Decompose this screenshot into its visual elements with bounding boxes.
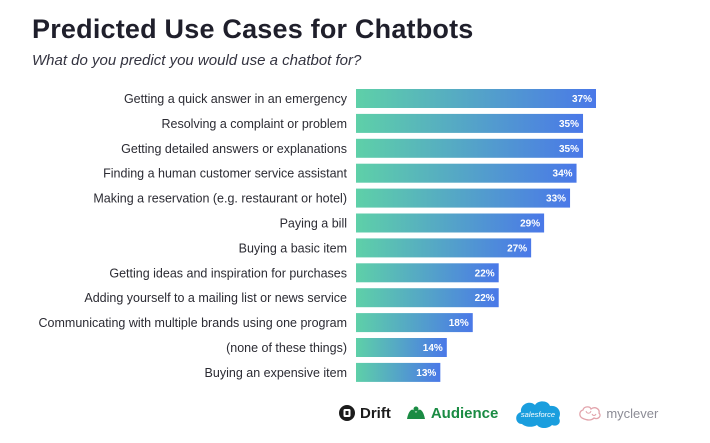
audience-icon bbox=[406, 406, 425, 419]
category-label: Paying a bill bbox=[280, 217, 347, 231]
bar-value-label: 33% bbox=[546, 194, 566, 205]
drift-logo: Drift bbox=[338, 404, 391, 422]
category-label: (none of these things) bbox=[226, 341, 347, 355]
bar-value-label: 35% bbox=[559, 119, 579, 130]
bar-value-label: 18% bbox=[449, 318, 469, 329]
bar bbox=[356, 213, 545, 233]
category-label: Getting a quick answer in an emergency bbox=[124, 92, 348, 106]
bar bbox=[356, 138, 584, 158]
myclever-logo: myclever bbox=[578, 405, 658, 421]
category-label: Getting detailed answers or explanations bbox=[121, 142, 347, 156]
category-label: Finding a human customer service assista… bbox=[103, 167, 347, 181]
salesforce-cloud-icon: salesforce bbox=[516, 401, 561, 428]
bar-value-label: 34% bbox=[553, 169, 573, 180]
audience-logo: Audience bbox=[405, 404, 499, 422]
drift-icon bbox=[339, 405, 355, 421]
myclever-brain-icon bbox=[579, 406, 602, 421]
bar bbox=[356, 188, 571, 208]
bar-value-label: 27% bbox=[507, 243, 527, 254]
bar-value-label: 22% bbox=[475, 268, 495, 279]
myclever-logo-text: myclever bbox=[606, 405, 659, 421]
bars-group: Getting a quick answer in an emergency 37… bbox=[39, 89, 596, 382]
chart-title: Predicted Use Cases for Chatbots bbox=[32, 14, 474, 44]
category-label: Adding yourself to a mailing list or new… bbox=[84, 291, 347, 305]
bar bbox=[356, 238, 532, 258]
bar-value-label: 14% bbox=[423, 343, 443, 354]
bar-chart: Getting a quick answer in an emergency 37… bbox=[39, 89, 596, 382]
bar bbox=[356, 338, 447, 357]
chart-subtitle: What do you predict you would use a chat… bbox=[32, 52, 362, 69]
category-label: Buying an expensive item bbox=[205, 366, 347, 380]
salesforce-logo: salesforce bbox=[512, 396, 564, 430]
category-label: Getting ideas and inspiration for purcha… bbox=[109, 266, 347, 280]
category-label: Making a reservation (e.g. restaurant or… bbox=[93, 192, 347, 206]
drift-logo-text: Drift bbox=[360, 404, 391, 422]
bar bbox=[356, 288, 499, 308]
bar-value-label: 13% bbox=[416, 368, 436, 379]
salesforce-logo-text: salesforce bbox=[521, 410, 555, 419]
bar-value-label: 35% bbox=[559, 144, 579, 155]
bar bbox=[356, 313, 473, 333]
category-label: Resolving a complaint or problem bbox=[161, 117, 347, 131]
category-label: Buying a basic item bbox=[239, 241, 347, 255]
category-label: Communicating with multiple brands using… bbox=[39, 316, 347, 330]
audience-logo-text: Audience bbox=[430, 404, 499, 422]
bar bbox=[356, 89, 596, 108]
bar bbox=[356, 113, 584, 133]
bar-value-label: 29% bbox=[520, 219, 540, 230]
bar bbox=[356, 362, 441, 382]
bar-value-label: 22% bbox=[475, 293, 495, 304]
sponsor-logos: Drift Audience salesforce myclever bbox=[338, 396, 658, 430]
bar-value-label: 37% bbox=[572, 94, 592, 105]
bar bbox=[356, 163, 577, 183]
bar bbox=[356, 263, 499, 283]
